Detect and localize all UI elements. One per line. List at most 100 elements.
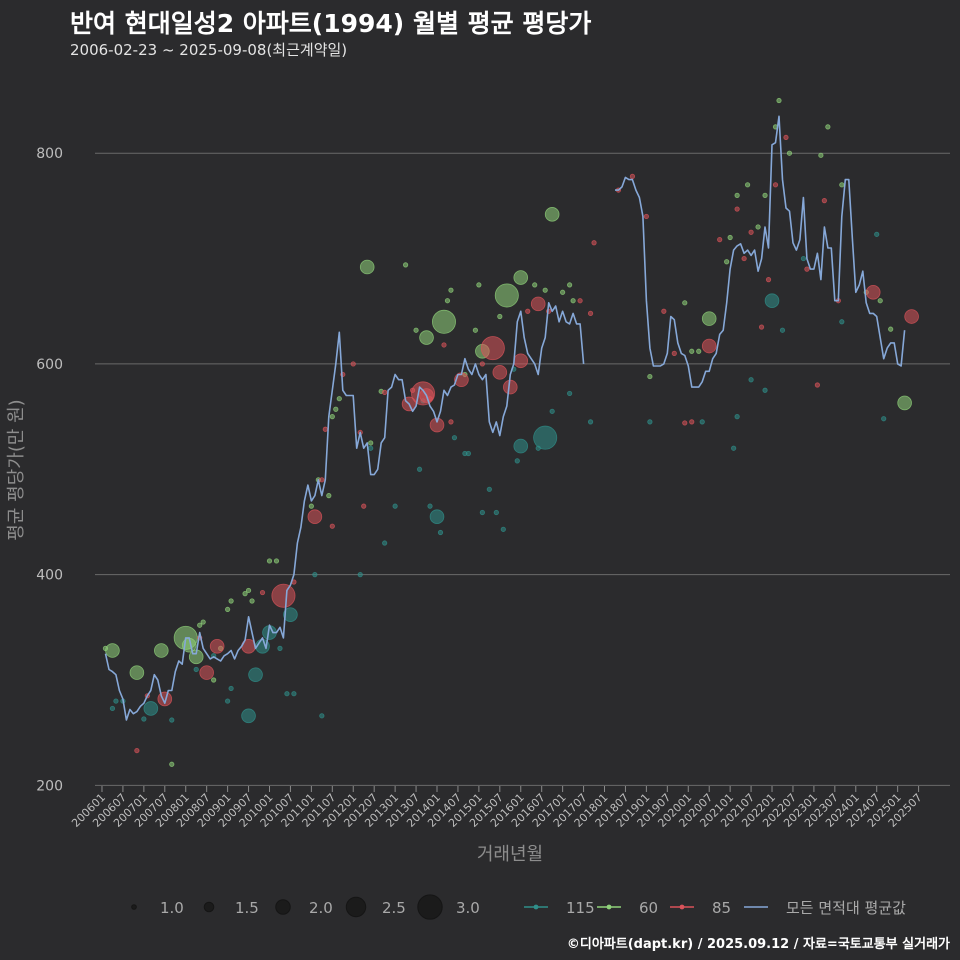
legend-size-label: 2.0 (309, 899, 333, 917)
point-115 (427, 503, 433, 509)
legend-size-label: 1.0 (160, 899, 184, 917)
point-60 (448, 287, 454, 293)
point-85 (429, 417, 445, 433)
point-85 (671, 350, 677, 356)
point-85 (441, 342, 447, 348)
legend-size-dot (131, 904, 137, 910)
point-60 (336, 396, 342, 402)
point-85 (587, 310, 594, 316)
point-115 (839, 319, 845, 325)
point-60 (567, 282, 573, 288)
point-85 (717, 237, 723, 243)
point-115 (429, 509, 445, 524)
point-60 (249, 598, 255, 604)
point-115 (392, 503, 398, 509)
point-85 (772, 182, 779, 188)
point-60 (560, 289, 566, 295)
y-tick-label: 800 (36, 146, 63, 162)
x-axis-title: 거래년월 (477, 844, 543, 865)
point-115 (486, 486, 492, 492)
point-115 (141, 716, 147, 722)
point-85 (448, 419, 454, 425)
legend-swatch-dot (679, 904, 685, 910)
point-60 (419, 330, 434, 345)
point-85 (682, 420, 688, 426)
point-85 (513, 353, 529, 369)
point-60 (105, 643, 120, 658)
point-115 (493, 509, 499, 516)
point-115 (881, 416, 887, 422)
y-tick-label: 600 (36, 357, 63, 373)
point-115 (357, 572, 363, 578)
point-60 (724, 259, 730, 265)
point-85 (804, 266, 810, 272)
point-115 (277, 645, 283, 651)
point-60 (786, 150, 793, 156)
point-115 (587, 419, 594, 425)
point-85 (765, 277, 772, 283)
y-tick-label: 400 (36, 568, 63, 584)
point-115 (762, 387, 768, 393)
point-60 (734, 192, 740, 198)
point-85 (307, 509, 323, 524)
point-60 (431, 309, 456, 334)
point-115 (143, 701, 159, 716)
point-60 (368, 440, 374, 446)
point-85 (502, 379, 518, 395)
point-60 (169, 761, 175, 767)
point-115 (764, 293, 780, 309)
point-85 (701, 338, 717, 354)
point-85 (134, 747, 140, 754)
point-60 (696, 348, 702, 354)
average-line-segment (615, 115, 906, 388)
point-60 (532, 282, 538, 288)
point-85 (591, 240, 597, 246)
point-60 (326, 493, 332, 499)
average-line-segment (104, 301, 585, 721)
point-115 (319, 713, 325, 719)
point-85 (530, 296, 546, 312)
point-115 (731, 445, 737, 451)
point-115 (699, 419, 705, 425)
point-85 (904, 309, 919, 324)
legend-swatch-dot (606, 904, 612, 910)
point-85 (199, 665, 214, 680)
legend-size-label: 2.5 (382, 899, 406, 917)
point-115 (113, 698, 119, 704)
point-60 (542, 287, 548, 293)
point-60 (242, 591, 248, 597)
point-115 (533, 425, 558, 450)
point-60 (701, 311, 717, 326)
legend-color-label: 모든 면적대 평균값 (786, 899, 906, 917)
point-60 (225, 606, 231, 613)
legend-size-dot (275, 899, 291, 915)
point-60 (762, 192, 768, 198)
point-115 (169, 717, 175, 723)
legend-color-label: 85 (712, 899, 731, 917)
point-115 (248, 667, 263, 683)
y-tick-label: 200 (36, 778, 63, 794)
point-60 (476, 282, 482, 288)
x-axis: 2006012006072007012007072008012008072009… (69, 786, 925, 830)
point-115 (513, 438, 529, 454)
legend-color-label: 115 (566, 899, 595, 917)
point-85 (741, 255, 747, 262)
point-60 (200, 619, 206, 625)
scatter-points (102, 97, 919, 767)
point-60 (689, 348, 695, 354)
legend-size-dot (203, 901, 215, 913)
point-115 (779, 327, 786, 333)
point-115 (549, 408, 555, 414)
point-60 (727, 234, 733, 241)
y-axis: 200 400 600 800 (36, 146, 63, 794)
point-115 (437, 529, 444, 536)
point-60 (497, 313, 503, 320)
source-caption: ©디아파트(dapt.kr) / 2025.09.12 / 자료=국토교통부 실… (566, 937, 950, 952)
point-115 (241, 708, 256, 724)
point-115 (748, 377, 754, 383)
legend-size-dot (345, 896, 367, 918)
point-60 (211, 677, 217, 683)
grid-lines (95, 152, 950, 786)
point-60 (570, 298, 576, 304)
